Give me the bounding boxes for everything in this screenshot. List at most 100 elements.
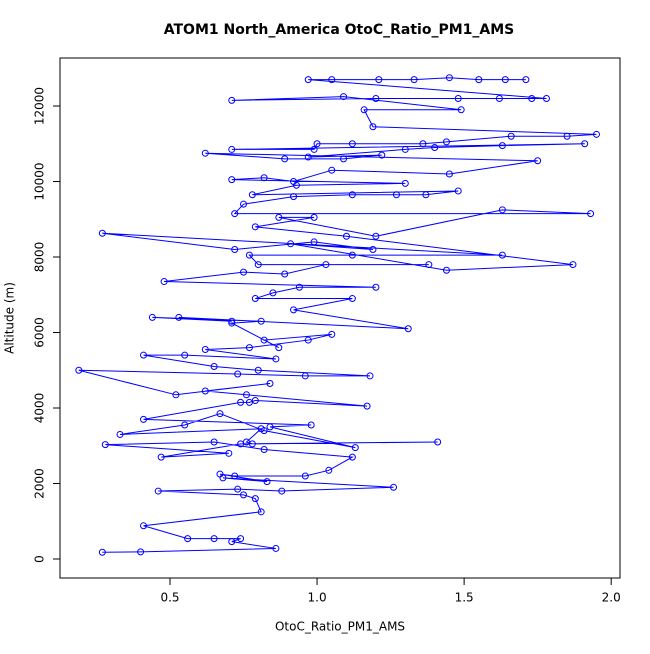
data-point xyxy=(290,193,298,201)
data-point xyxy=(372,283,380,291)
data-point xyxy=(325,466,333,474)
data-point xyxy=(240,200,248,208)
data-point xyxy=(419,140,427,148)
data-point xyxy=(172,391,180,399)
data-point xyxy=(184,535,192,543)
data-point xyxy=(140,351,148,359)
data-point xyxy=(272,355,280,363)
data-point xyxy=(278,487,286,495)
data-point xyxy=(454,187,462,195)
data-point xyxy=(404,325,412,333)
data-point xyxy=(231,472,239,480)
data-point xyxy=(507,132,515,140)
data-point xyxy=(181,421,189,429)
data-point xyxy=(348,251,356,259)
data-point xyxy=(304,336,312,344)
data-point xyxy=(98,548,106,556)
data-point xyxy=(272,544,280,552)
data-point xyxy=(266,379,274,387)
data-point xyxy=(251,495,259,503)
data-point xyxy=(287,240,295,248)
data-point xyxy=(475,76,483,84)
data-point xyxy=(263,478,271,486)
data-point xyxy=(342,232,350,240)
data-point xyxy=(137,548,145,556)
y-tick-label: 12000 xyxy=(33,87,47,125)
data-point xyxy=(251,295,259,303)
data-point xyxy=(528,94,536,102)
data-point xyxy=(304,153,312,161)
data-point xyxy=(587,210,595,218)
data-point xyxy=(234,370,242,378)
data-point xyxy=(275,344,283,352)
data-point xyxy=(251,223,259,231)
data-point xyxy=(410,76,418,84)
data-point xyxy=(251,396,259,404)
y-tick-label: 8000 xyxy=(33,242,47,273)
data-point xyxy=(228,317,236,325)
y-tick-label: 2000 xyxy=(33,468,47,499)
data-point xyxy=(534,157,542,165)
data-point xyxy=(442,266,450,274)
data-point xyxy=(304,76,312,84)
data-point xyxy=(234,485,242,493)
data-point xyxy=(522,76,530,84)
data-point xyxy=(369,123,377,131)
data-point xyxy=(372,232,380,240)
data-point xyxy=(301,372,309,380)
data-point xyxy=(592,130,600,138)
y-tick-label: 10000 xyxy=(33,162,47,200)
data-point xyxy=(313,140,321,148)
data-point xyxy=(260,336,268,344)
data-point xyxy=(348,140,356,148)
data-point xyxy=(307,421,315,429)
data-point xyxy=(375,76,383,84)
data-point xyxy=(498,142,506,150)
data-point xyxy=(322,261,330,269)
x-axis-label: OtoC_Ratio_PM1_AMS xyxy=(275,620,405,634)
data-point xyxy=(248,191,256,199)
data-point xyxy=(301,472,309,480)
data-point xyxy=(228,176,236,184)
data-point xyxy=(201,346,209,354)
data-point xyxy=(181,351,189,359)
data-point xyxy=(228,538,236,546)
data-point xyxy=(425,261,433,269)
data-point xyxy=(231,245,239,253)
data-point xyxy=(563,132,571,140)
x-tick-label: 2.0 xyxy=(602,591,621,605)
data-point xyxy=(569,261,577,269)
data-line xyxy=(78,77,597,553)
data-point xyxy=(369,245,377,253)
data-point xyxy=(228,319,236,327)
data-point xyxy=(216,410,224,418)
data-point xyxy=(210,438,218,446)
data-point xyxy=(290,178,298,186)
y-tick-label: 6000 xyxy=(33,317,47,348)
y-tick-label: 0 xyxy=(33,555,47,563)
data-point xyxy=(260,427,268,435)
data-point xyxy=(225,449,233,457)
data-point xyxy=(542,94,550,102)
data-point xyxy=(457,106,465,114)
data-point xyxy=(245,251,253,259)
data-point xyxy=(237,398,245,406)
data-point xyxy=(228,96,236,104)
data-point xyxy=(366,372,374,380)
data-point xyxy=(140,415,148,423)
data-point xyxy=(401,145,409,153)
y-axis-label: Altitude (m) xyxy=(3,282,17,354)
x-tick-label: 1.0 xyxy=(308,591,327,605)
data-point xyxy=(240,268,248,276)
data-point xyxy=(495,94,503,102)
data-point xyxy=(116,430,124,438)
data-point xyxy=(392,191,400,199)
data-point xyxy=(340,93,348,101)
data-point xyxy=(260,446,268,454)
data-point xyxy=(201,387,209,395)
data-point xyxy=(498,251,506,259)
data-point xyxy=(281,270,289,278)
data-point xyxy=(281,155,289,163)
chart-title: ATOM1 North_America OtoC_Ratio_PM1_AMS xyxy=(164,22,515,38)
data-point xyxy=(328,330,336,338)
